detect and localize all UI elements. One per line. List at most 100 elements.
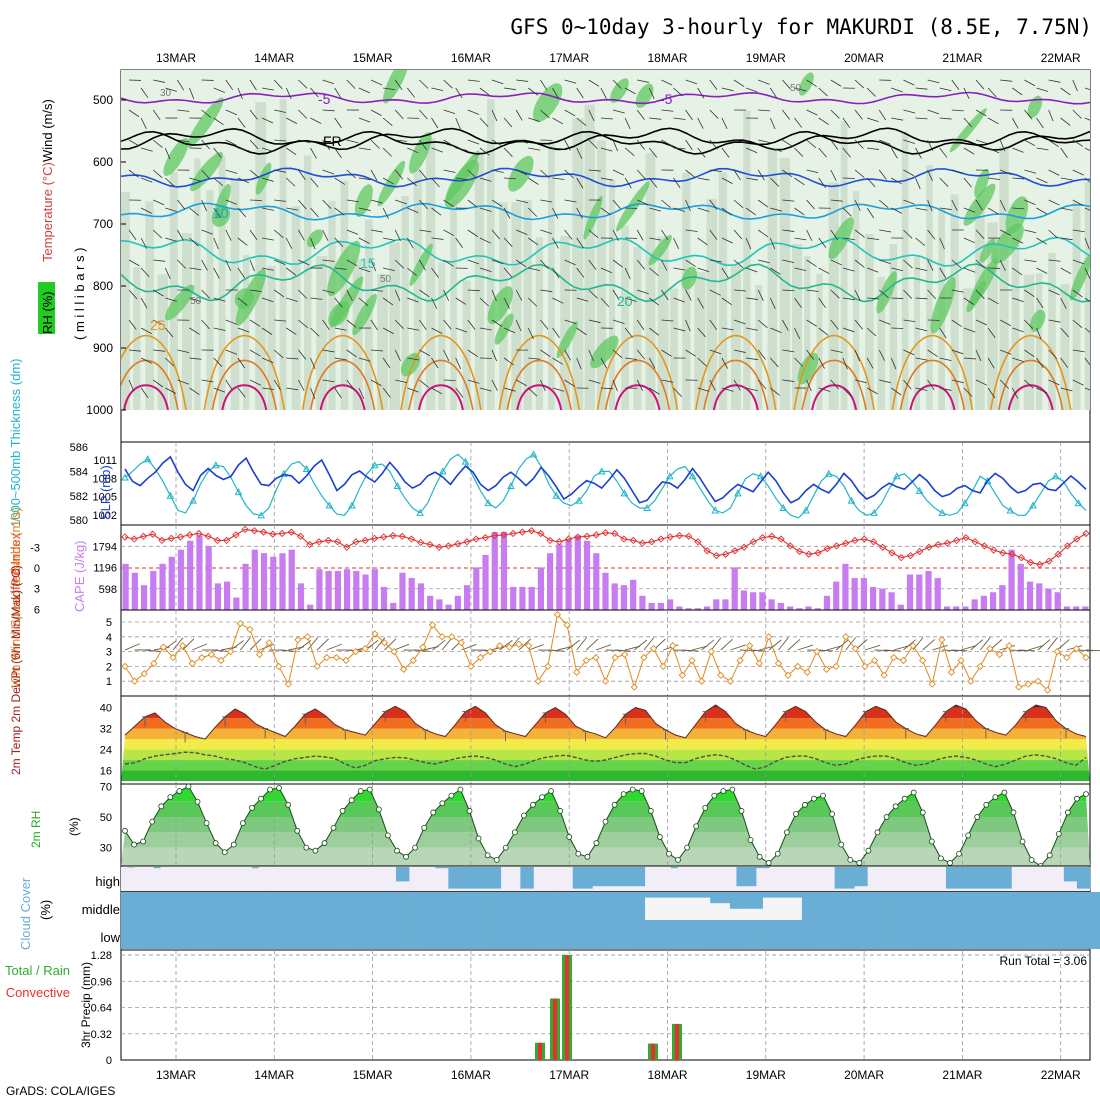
precip-convective-bar [538,1042,542,1060]
wind-barb [261,357,274,364]
wind-speed-point [524,642,533,650]
wind-barb [842,117,851,129]
wind-barb [866,327,877,337]
low-cloud-bar [271,920,279,949]
rh-point [765,860,772,866]
wind-barb [165,87,177,92]
wind-barb [951,199,958,211]
wind-barb [1084,147,1090,152]
cape-bar [999,585,1006,610]
precip-tick-label: 0.64 [91,1003,112,1015]
wind-barb [467,109,480,115]
wind-speed-point [303,633,312,641]
precip-convective-bar [651,1043,655,1060]
lifted-index-point [1017,554,1025,562]
wind-barb [552,327,560,338]
wind-barb [516,139,528,144]
rh-column [413,169,422,410]
wind-barb [540,259,549,270]
rh-point [575,850,582,857]
rh-column [987,222,998,410]
middle-cloud-bar [959,892,966,920]
middle-cloud-bar [945,892,953,920]
low-cloud-bar [402,920,410,949]
rh-point [412,844,419,851]
wind-barb [830,199,843,202]
low-cloud-bar [166,920,174,949]
wind-barb [648,87,655,100]
low-cloud-bar [540,920,547,949]
wind-barb [407,357,420,361]
wind-speed-point [342,656,350,665]
wind-barb [503,207,511,219]
wind-barb [879,259,891,265]
high-cloud-bar [1083,867,1091,889]
rh-point [856,860,863,866]
wind-barb [600,117,613,120]
slp-axis-label: SLP (mb) [98,465,113,520]
cape-bar [150,570,157,610]
wind-barb [866,387,878,395]
wind-barb [975,139,988,145]
wind-barb [685,169,696,178]
low-cloud-bar [651,920,659,949]
rh-column [657,236,669,410]
rh-column [670,288,678,410]
wind-barb [842,327,855,333]
middle-cloud-bar [873,892,881,920]
rh-column [218,155,226,410]
cape-tick-label: 598 [99,584,117,596]
wind-barb [794,267,807,271]
wind-barb [230,640,244,651]
wind-barb [189,357,202,360]
wind-barb [540,379,546,392]
rh-point [294,827,301,834]
rh-column [426,138,436,410]
wind-barb [806,349,815,360]
rh-point [938,855,944,862]
rh-point [711,792,718,799]
wind-barb [576,267,585,278]
low-cloud-bar [1037,920,1045,949]
wind-speed-point [198,653,206,662]
low-cloud-bar [153,920,161,949]
rh-point [475,835,482,842]
low-cloud-bar [782,920,790,949]
low-cloud-bar [186,920,194,949]
wind-barb [770,387,780,396]
bottom-date-label: 20MAR [844,1068,884,1082]
rh-column [975,199,985,410]
high-cloud-bar [598,867,606,887]
wind-barb [503,237,513,248]
wind-barb [1060,387,1073,392]
middle-cloud-bar [468,892,475,920]
rh-column [901,131,909,410]
rh-point [720,788,727,794]
wind-barb [528,387,538,397]
rh-column [645,152,656,410]
wind-barb [346,169,356,179]
wind-speed-point [255,650,264,659]
wind-barb [733,379,741,391]
wind-barb [1024,169,1037,174]
wind-barb [370,79,383,86]
low-cloud-bar [834,920,842,949]
rh-point [539,794,545,801]
rh-point [122,827,128,834]
rh-point [838,841,845,848]
lifted-index-point [916,547,924,556]
temperature-contour-30 [211,359,278,410]
wind-barb [394,349,401,361]
wind-speed-point [121,662,129,671]
wind-barb [733,349,746,353]
rh-column [328,200,336,410]
wind-barb [939,267,947,279]
wind-barb [794,177,805,186]
rh-point [303,844,310,851]
low-cloud-bar [579,920,587,949]
wind-barb [1036,297,1044,309]
rh-column [609,179,616,410]
wind-barb [189,387,200,396]
rh-moist-patch [1005,196,1029,234]
